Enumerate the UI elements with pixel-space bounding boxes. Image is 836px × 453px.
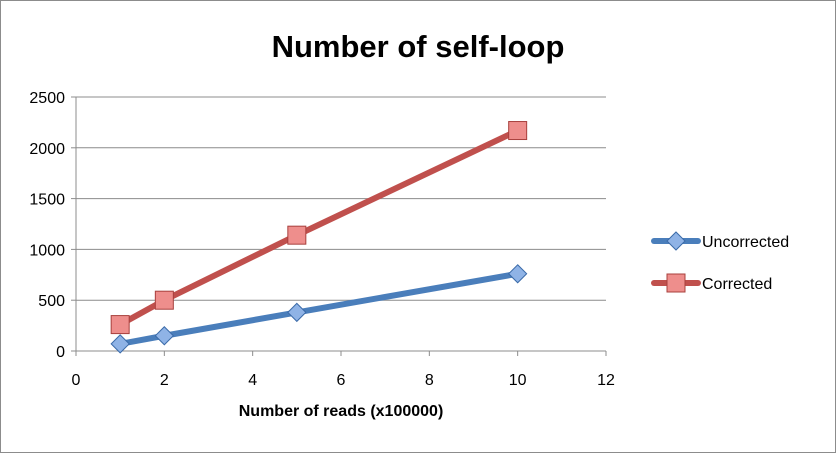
x-tick-label: 4 [248,372,257,389]
y-tick-label: 1500 [29,192,65,209]
y-tick-label: 1000 [29,242,65,259]
data-point-marker [287,225,307,245]
y-tick-label: 2000 [29,141,65,158]
legend-item-uncorrected: Uncorrected [651,231,789,251]
x-tick-label: 2 [160,372,169,389]
data-point-marker [110,315,130,335]
x-tick-label: 12 [597,372,615,389]
data-point-marker [508,121,528,141]
series-line [117,127,521,328]
series-line [117,270,521,347]
y-tick-label: 500 [38,293,65,310]
legend-label: Corrected [702,276,772,293]
y-axis-ticks: 0 500 1000 1500 2000 2500 [29,90,76,361]
series-corrected [110,121,528,335]
x-axis-ticks: 0 2 4 6 8 10 12 [72,351,615,389]
x-tick-label: 10 [509,372,527,389]
data-point-marker [287,302,307,323]
series-layer [110,121,528,354]
y-tick-label: 0 [56,344,65,361]
x-tick-label: 8 [425,372,434,389]
legend-label: Uncorrected [702,234,789,251]
x-tick-label: 6 [337,372,346,389]
data-point-marker [110,334,130,354]
data-point-marker [154,326,175,346]
y-tick-label: 2500 [29,90,65,107]
chart-title: Number of self-loop [272,29,565,64]
legend: Uncorrected Corrected [651,231,789,293]
legend-swatch-marker [666,231,686,251]
data-point-marker [154,290,174,310]
data-point-marker [507,264,528,284]
x-tick-label: 0 [72,372,81,389]
series-uncorrected [110,264,528,354]
legend-swatch-marker [666,273,686,293]
x-axis-title: Number of reads (x100000) [239,403,444,420]
legend-item-corrected: Corrected [651,273,772,293]
